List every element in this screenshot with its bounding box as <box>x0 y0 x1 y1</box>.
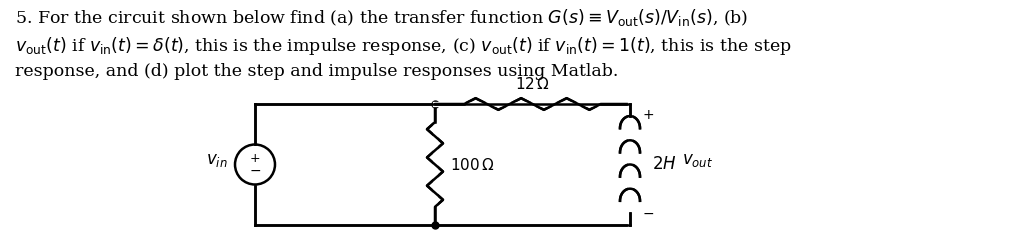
Text: response, and (d) plot the step and impulse responses using Matlab.: response, and (d) plot the step and impu… <box>15 63 618 80</box>
Text: 5. For the circuit shown below find (a) the transfer function $G(s) \equiv V_{\m: 5. For the circuit shown below find (a) … <box>15 7 749 28</box>
Text: $v_{\mathrm{out}}(t)$ if $v_{\mathrm{in}}(t) = \delta(t)$, this is the impulse r: $v_{\mathrm{out}}(t)$ if $v_{\mathrm{in}… <box>15 35 792 57</box>
Text: $100\,\Omega$: $100\,\Omega$ <box>450 157 495 173</box>
Text: $\mathit{v}_{out}$: $\mathit{v}_{out}$ <box>682 152 714 169</box>
Text: $\mathit{v}_{in}$: $\mathit{v}_{in}$ <box>206 152 227 169</box>
Text: +: + <box>642 108 653 122</box>
Text: $12\,\Omega$: $12\,\Omega$ <box>515 76 550 92</box>
Text: $2H$: $2H$ <box>652 156 677 173</box>
Text: +: + <box>250 152 260 165</box>
Text: −: − <box>642 207 653 221</box>
Text: −: − <box>249 164 261 177</box>
